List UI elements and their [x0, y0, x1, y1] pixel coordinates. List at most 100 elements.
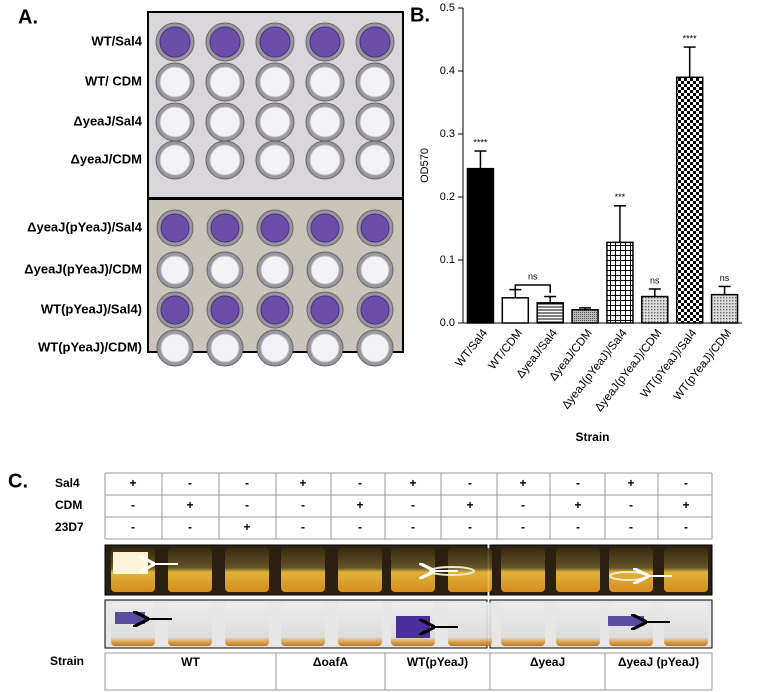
condition-cell: -: [576, 476, 580, 490]
row-label: WT/Sal4: [91, 33, 142, 48]
bar: [641, 295, 669, 324]
condition-cell: -: [468, 520, 472, 534]
y-tick-label: 0.2: [440, 191, 455, 203]
well-inner: [210, 333, 240, 363]
tube: [609, 548, 653, 592]
x-tick-label: ΔyeaJ(pYeaJ)/CDM: [593, 327, 664, 414]
bar: [536, 302, 564, 324]
bar: [710, 293, 739, 324]
y-tick-label: 0.3: [440, 128, 455, 140]
condition-cell: -: [358, 520, 362, 534]
well-inner: [309, 144, 341, 176]
condition-cell: -: [521, 498, 525, 512]
strain-label: WT: [181, 655, 200, 669]
condition-cell: +: [627, 476, 634, 490]
well-inner: [210, 295, 240, 325]
well-inner: [309, 106, 341, 138]
condition-cell: -: [468, 476, 472, 490]
tube: [501, 548, 545, 592]
y-tick-label: 0.5: [440, 2, 455, 14]
well-inner: [160, 333, 190, 363]
y-tick-label: 0.0: [440, 317, 455, 329]
condition-cell: +: [519, 476, 526, 490]
condition-cell: -: [188, 476, 192, 490]
well-inner: [309, 66, 341, 98]
well-inner: [359, 106, 391, 138]
condition-label: Sal4: [55, 476, 80, 490]
tube: [556, 548, 600, 592]
well-inner: [260, 333, 290, 363]
bar: [571, 309, 599, 324]
well-inner: [159, 144, 191, 176]
stain: [396, 616, 430, 638]
tube: [448, 548, 492, 592]
condition-cell: -: [684, 476, 688, 490]
condition-cell: -: [411, 520, 415, 534]
strain-label: ΔyeaJ: [530, 655, 565, 669]
bar: [606, 241, 634, 324]
x-axis-label: Strain: [575, 430, 609, 444]
strain-row: [104, 652, 713, 691]
tube: [281, 548, 325, 592]
row-label: WT(pYeaJ)/CDM): [38, 339, 142, 354]
condition-cell: +: [129, 476, 136, 490]
well-inner: [160, 295, 190, 325]
stain: [608, 616, 644, 626]
well-inner: [360, 295, 390, 325]
row-label: WT/ CDM: [85, 73, 142, 88]
condition-cell: -: [301, 498, 305, 512]
y-tick-label: 0.1: [440, 254, 455, 266]
tube: [225, 548, 269, 592]
well-inner: [160, 213, 190, 243]
significance-label: ns: [528, 271, 538, 281]
significance-label: ***: [615, 192, 626, 202]
bar: [675, 76, 704, 324]
condition-cell: -: [131, 498, 135, 512]
condition-label: 23D7: [55, 520, 84, 534]
significance-label: ****: [473, 137, 488, 147]
panel-label: C.: [8, 470, 28, 492]
condition-cell: -: [629, 520, 633, 534]
well-inner: [310, 295, 340, 325]
x-tick-label: WT/Sal4: [454, 327, 491, 370]
well-inner: [310, 333, 340, 363]
condition-cell: +: [682, 498, 689, 512]
condition-cell: +: [409, 476, 416, 490]
well-inner: [160, 255, 190, 285]
tube: [338, 548, 382, 592]
condition-cell: -: [411, 498, 415, 512]
well-inner: [359, 26, 391, 58]
well-inner: [359, 66, 391, 98]
condition-cell: +: [466, 498, 473, 512]
well-inner: [209, 26, 241, 58]
well-inner: [259, 26, 291, 58]
tube: [338, 602, 382, 646]
well-inner: [309, 26, 341, 58]
row-label: ΔyeaJ(pYeaJ)/CDM: [24, 261, 142, 276]
y-tick-label: 0.4: [440, 65, 455, 77]
biofilm: [113, 552, 148, 574]
strain-label: ΔyeaJ (pYeaJ): [618, 655, 699, 669]
condition-cell: -: [521, 520, 525, 534]
tube: [225, 602, 269, 646]
y-axis-label: OD570: [419, 148, 431, 183]
condition-cell: -: [629, 498, 633, 512]
stain: [115, 612, 145, 624]
well-inner: [360, 255, 390, 285]
row-label: ΔyeaJ/CDM: [71, 151, 142, 166]
condition-cell: -: [358, 476, 362, 490]
tube: [281, 602, 325, 646]
bar: [501, 297, 530, 324]
row-label: ΔyeaJ(pYeaJ)/Sal4: [27, 219, 143, 234]
well-inner: [359, 144, 391, 176]
well-inner: [260, 213, 290, 243]
well-inner: [210, 255, 240, 285]
condition-cell: -: [245, 498, 249, 512]
significance-bracket: [514, 284, 551, 293]
significance-label: ****: [683, 33, 698, 43]
condition-cell: +: [356, 498, 363, 512]
tube: [168, 548, 212, 592]
condition-cell: -: [684, 520, 688, 534]
well-inner: [159, 26, 191, 58]
well-inner: [159, 106, 191, 138]
